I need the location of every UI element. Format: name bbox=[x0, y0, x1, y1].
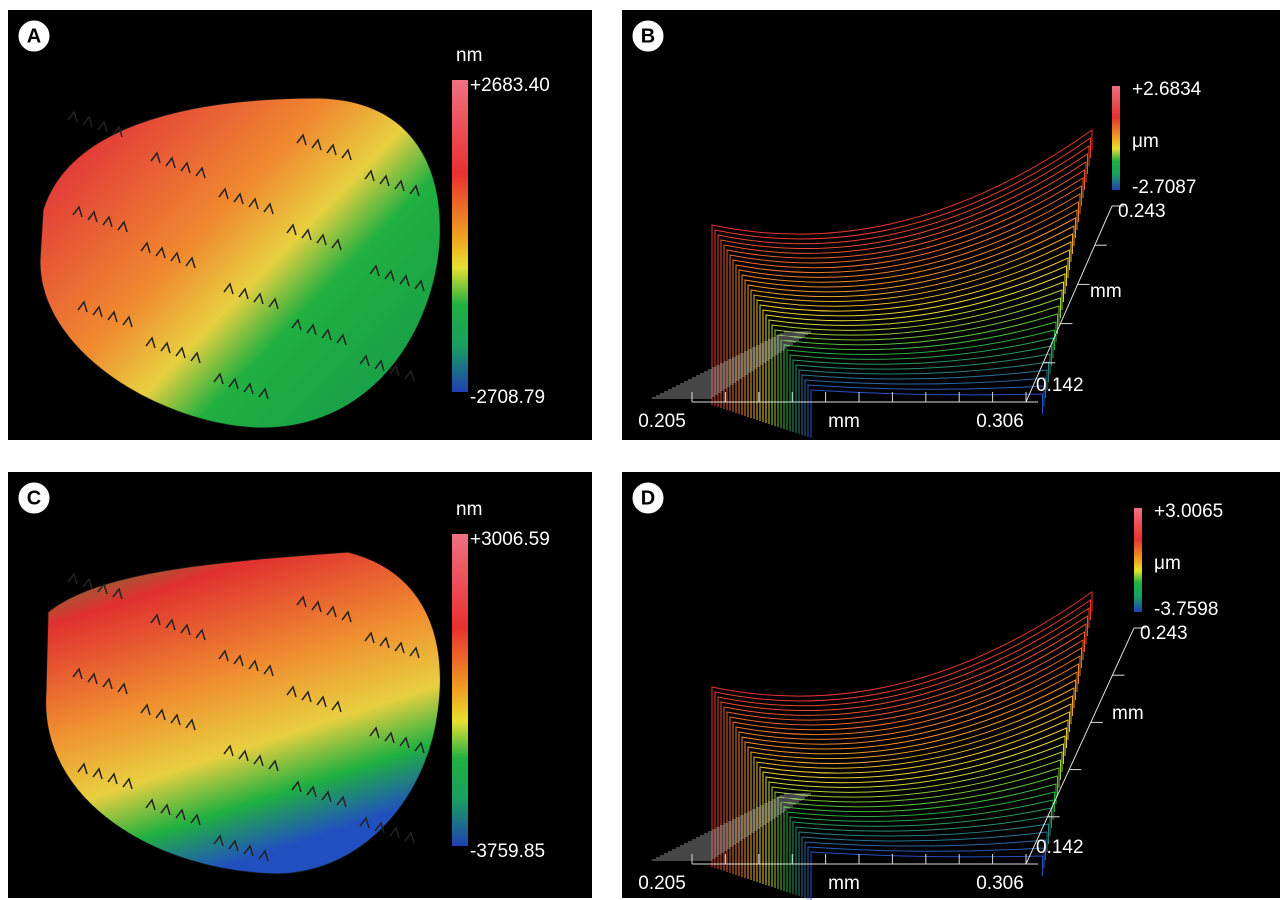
panel-label: C bbox=[27, 487, 41, 509]
x-min-label: 0.205 bbox=[638, 873, 686, 894]
max-label: +2683.40 bbox=[470, 75, 550, 96]
color-bar bbox=[452, 80, 468, 392]
y-max-label: 0.243 bbox=[1140, 623, 1188, 644]
panel: nm +3006.59 -3759.85 C bbox=[8, 472, 592, 898]
unit-label: μm bbox=[1154, 553, 1181, 574]
color-bar bbox=[452, 534, 468, 846]
color-bar bbox=[1112, 86, 1120, 190]
max-label: +3006.59 bbox=[470, 529, 550, 550]
figure: nm +2683.40 -2708.79 A +2.6834 μm -2.7087 0.243… bbox=[0, 0, 1288, 900]
unit-label: nm bbox=[456, 45, 482, 66]
x-unit-label: mm bbox=[828, 873, 860, 894]
y-unit-label: mm bbox=[1112, 703, 1144, 724]
max-label: +2.6834 bbox=[1132, 79, 1202, 100]
x-min-label: 0.205 bbox=[638, 411, 686, 432]
y-min-label: 0.142 bbox=[1036, 375, 1084, 396]
panel-label: A bbox=[27, 25, 41, 47]
y-min-label: 0.142 bbox=[1036, 837, 1084, 858]
panel-label: B bbox=[641, 25, 655, 47]
min-label: -3759.85 bbox=[470, 841, 545, 862]
unit-label: μm bbox=[1132, 131, 1159, 152]
min-label: -3.7598 bbox=[1154, 599, 1218, 620]
y-unit-label: mm bbox=[1090, 281, 1122, 302]
x-unit-label: mm bbox=[828, 411, 860, 432]
panel: +3.0065 μm -3.7598 0.243 mm 0.142 0.205 mm 0.306… bbox=[622, 472, 1280, 900]
unit-label: nm bbox=[456, 499, 482, 520]
min-label: -2.7087 bbox=[1132, 177, 1196, 198]
panel: nm +2683.40 -2708.79 A bbox=[8, 10, 592, 440]
x-max-label: 0.306 bbox=[976, 411, 1024, 432]
color-bar bbox=[1134, 508, 1142, 612]
max-label: +3.0065 bbox=[1154, 501, 1223, 522]
x-max-label: 0.306 bbox=[976, 873, 1024, 894]
panel-label: D bbox=[641, 487, 655, 509]
min-label: -2708.79 bbox=[470, 387, 545, 408]
panel: +2.6834 μm -2.7087 0.243 mm 0.142 0.205 mm 0.306… bbox=[622, 10, 1280, 440]
y-max-label: 0.243 bbox=[1118, 201, 1166, 222]
